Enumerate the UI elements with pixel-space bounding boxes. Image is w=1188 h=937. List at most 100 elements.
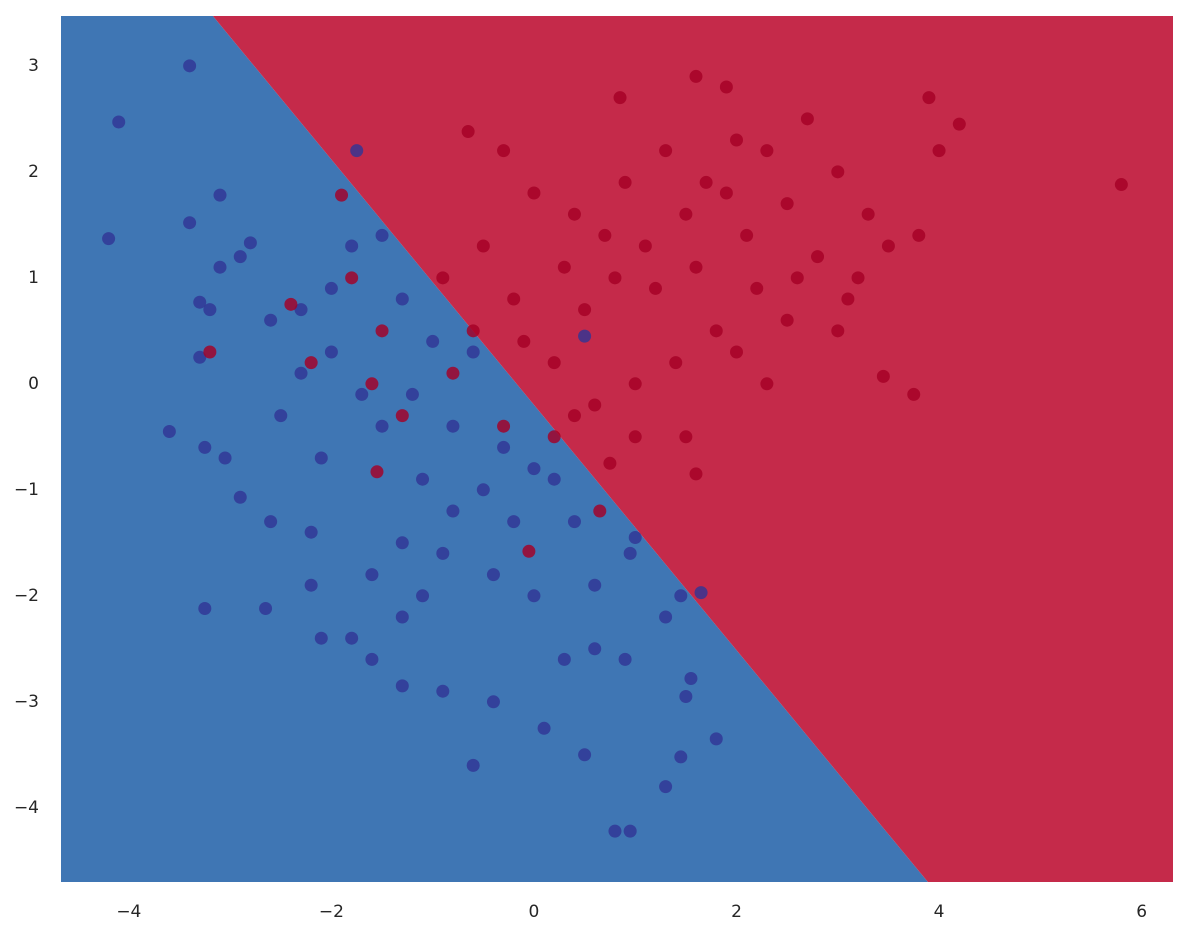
point	[446, 419, 460, 433]
point	[522, 544, 536, 558]
point	[750, 281, 764, 295]
y-tick-label: 2	[28, 162, 39, 182]
point	[233, 490, 247, 504]
point	[679, 690, 693, 704]
point	[679, 430, 693, 444]
point	[659, 610, 673, 624]
region	[61, 16, 928, 882]
point	[851, 271, 865, 285]
point	[588, 398, 602, 412]
point	[198, 440, 212, 454]
point	[395, 679, 409, 693]
point	[912, 228, 926, 242]
point	[324, 345, 338, 359]
point	[264, 313, 278, 327]
point	[426, 334, 440, 348]
x-tick-label: −2	[319, 902, 344, 922]
point	[740, 228, 754, 242]
point	[603, 456, 617, 470]
point	[203, 345, 217, 359]
point	[557, 652, 571, 666]
y-tick-label: −1	[14, 480, 39, 500]
x-tick-label: 6	[1136, 902, 1147, 922]
point	[588, 642, 602, 656]
point	[841, 292, 855, 306]
point	[466, 345, 480, 359]
point	[218, 451, 232, 465]
y-tick-label: −2	[14, 586, 39, 606]
y-tick-label: 1	[28, 268, 39, 288]
point	[466, 324, 480, 338]
point	[760, 377, 774, 391]
point	[694, 586, 708, 600]
point	[638, 239, 652, 253]
point	[689, 69, 703, 83]
y-tick-label: −3	[14, 692, 39, 712]
point	[952, 117, 966, 131]
point	[476, 239, 490, 253]
point	[567, 207, 581, 221]
point	[537, 721, 551, 735]
point	[395, 292, 409, 306]
point	[567, 515, 581, 529]
point	[259, 602, 273, 616]
point	[365, 568, 379, 582]
point	[689, 467, 703, 481]
point	[608, 271, 622, 285]
point	[345, 631, 359, 645]
point	[314, 451, 328, 465]
x-tick-label: 0	[529, 902, 540, 922]
point	[790, 271, 804, 285]
point	[674, 589, 688, 603]
point	[811, 250, 825, 264]
point	[416, 589, 430, 603]
point	[193, 350, 207, 364]
point	[760, 144, 774, 158]
point	[800, 112, 814, 126]
point	[1114, 178, 1128, 192]
point	[876, 369, 890, 383]
point	[476, 483, 490, 497]
x-tick-label: 4	[934, 902, 945, 922]
point	[345, 239, 359, 253]
point	[932, 144, 946, 158]
point	[345, 271, 359, 285]
point	[831, 324, 845, 338]
point	[198, 602, 212, 616]
point	[578, 748, 592, 762]
point	[593, 504, 607, 518]
point	[324, 281, 338, 295]
point	[497, 440, 511, 454]
point	[395, 536, 409, 550]
point	[623, 824, 637, 838]
point	[527, 186, 541, 200]
point	[623, 546, 637, 560]
plot-area	[61, 16, 1173, 882]
point	[294, 366, 308, 380]
point	[436, 271, 450, 285]
point	[436, 546, 450, 560]
point	[780, 313, 794, 327]
point	[213, 188, 227, 202]
point	[628, 531, 642, 545]
point	[375, 324, 389, 338]
point	[578, 329, 592, 343]
y-tick-label: 0	[28, 374, 39, 394]
point	[375, 419, 389, 433]
point	[294, 303, 308, 317]
point	[719, 186, 733, 200]
point	[628, 430, 642, 444]
point	[486, 695, 500, 709]
point	[567, 409, 581, 423]
point	[674, 750, 688, 764]
point	[679, 207, 693, 221]
point	[613, 91, 627, 105]
point	[497, 144, 511, 158]
point	[370, 465, 384, 479]
point	[689, 260, 703, 274]
point	[527, 589, 541, 603]
point	[486, 568, 500, 582]
point	[102, 232, 116, 246]
point	[517, 334, 531, 348]
point	[365, 652, 379, 666]
